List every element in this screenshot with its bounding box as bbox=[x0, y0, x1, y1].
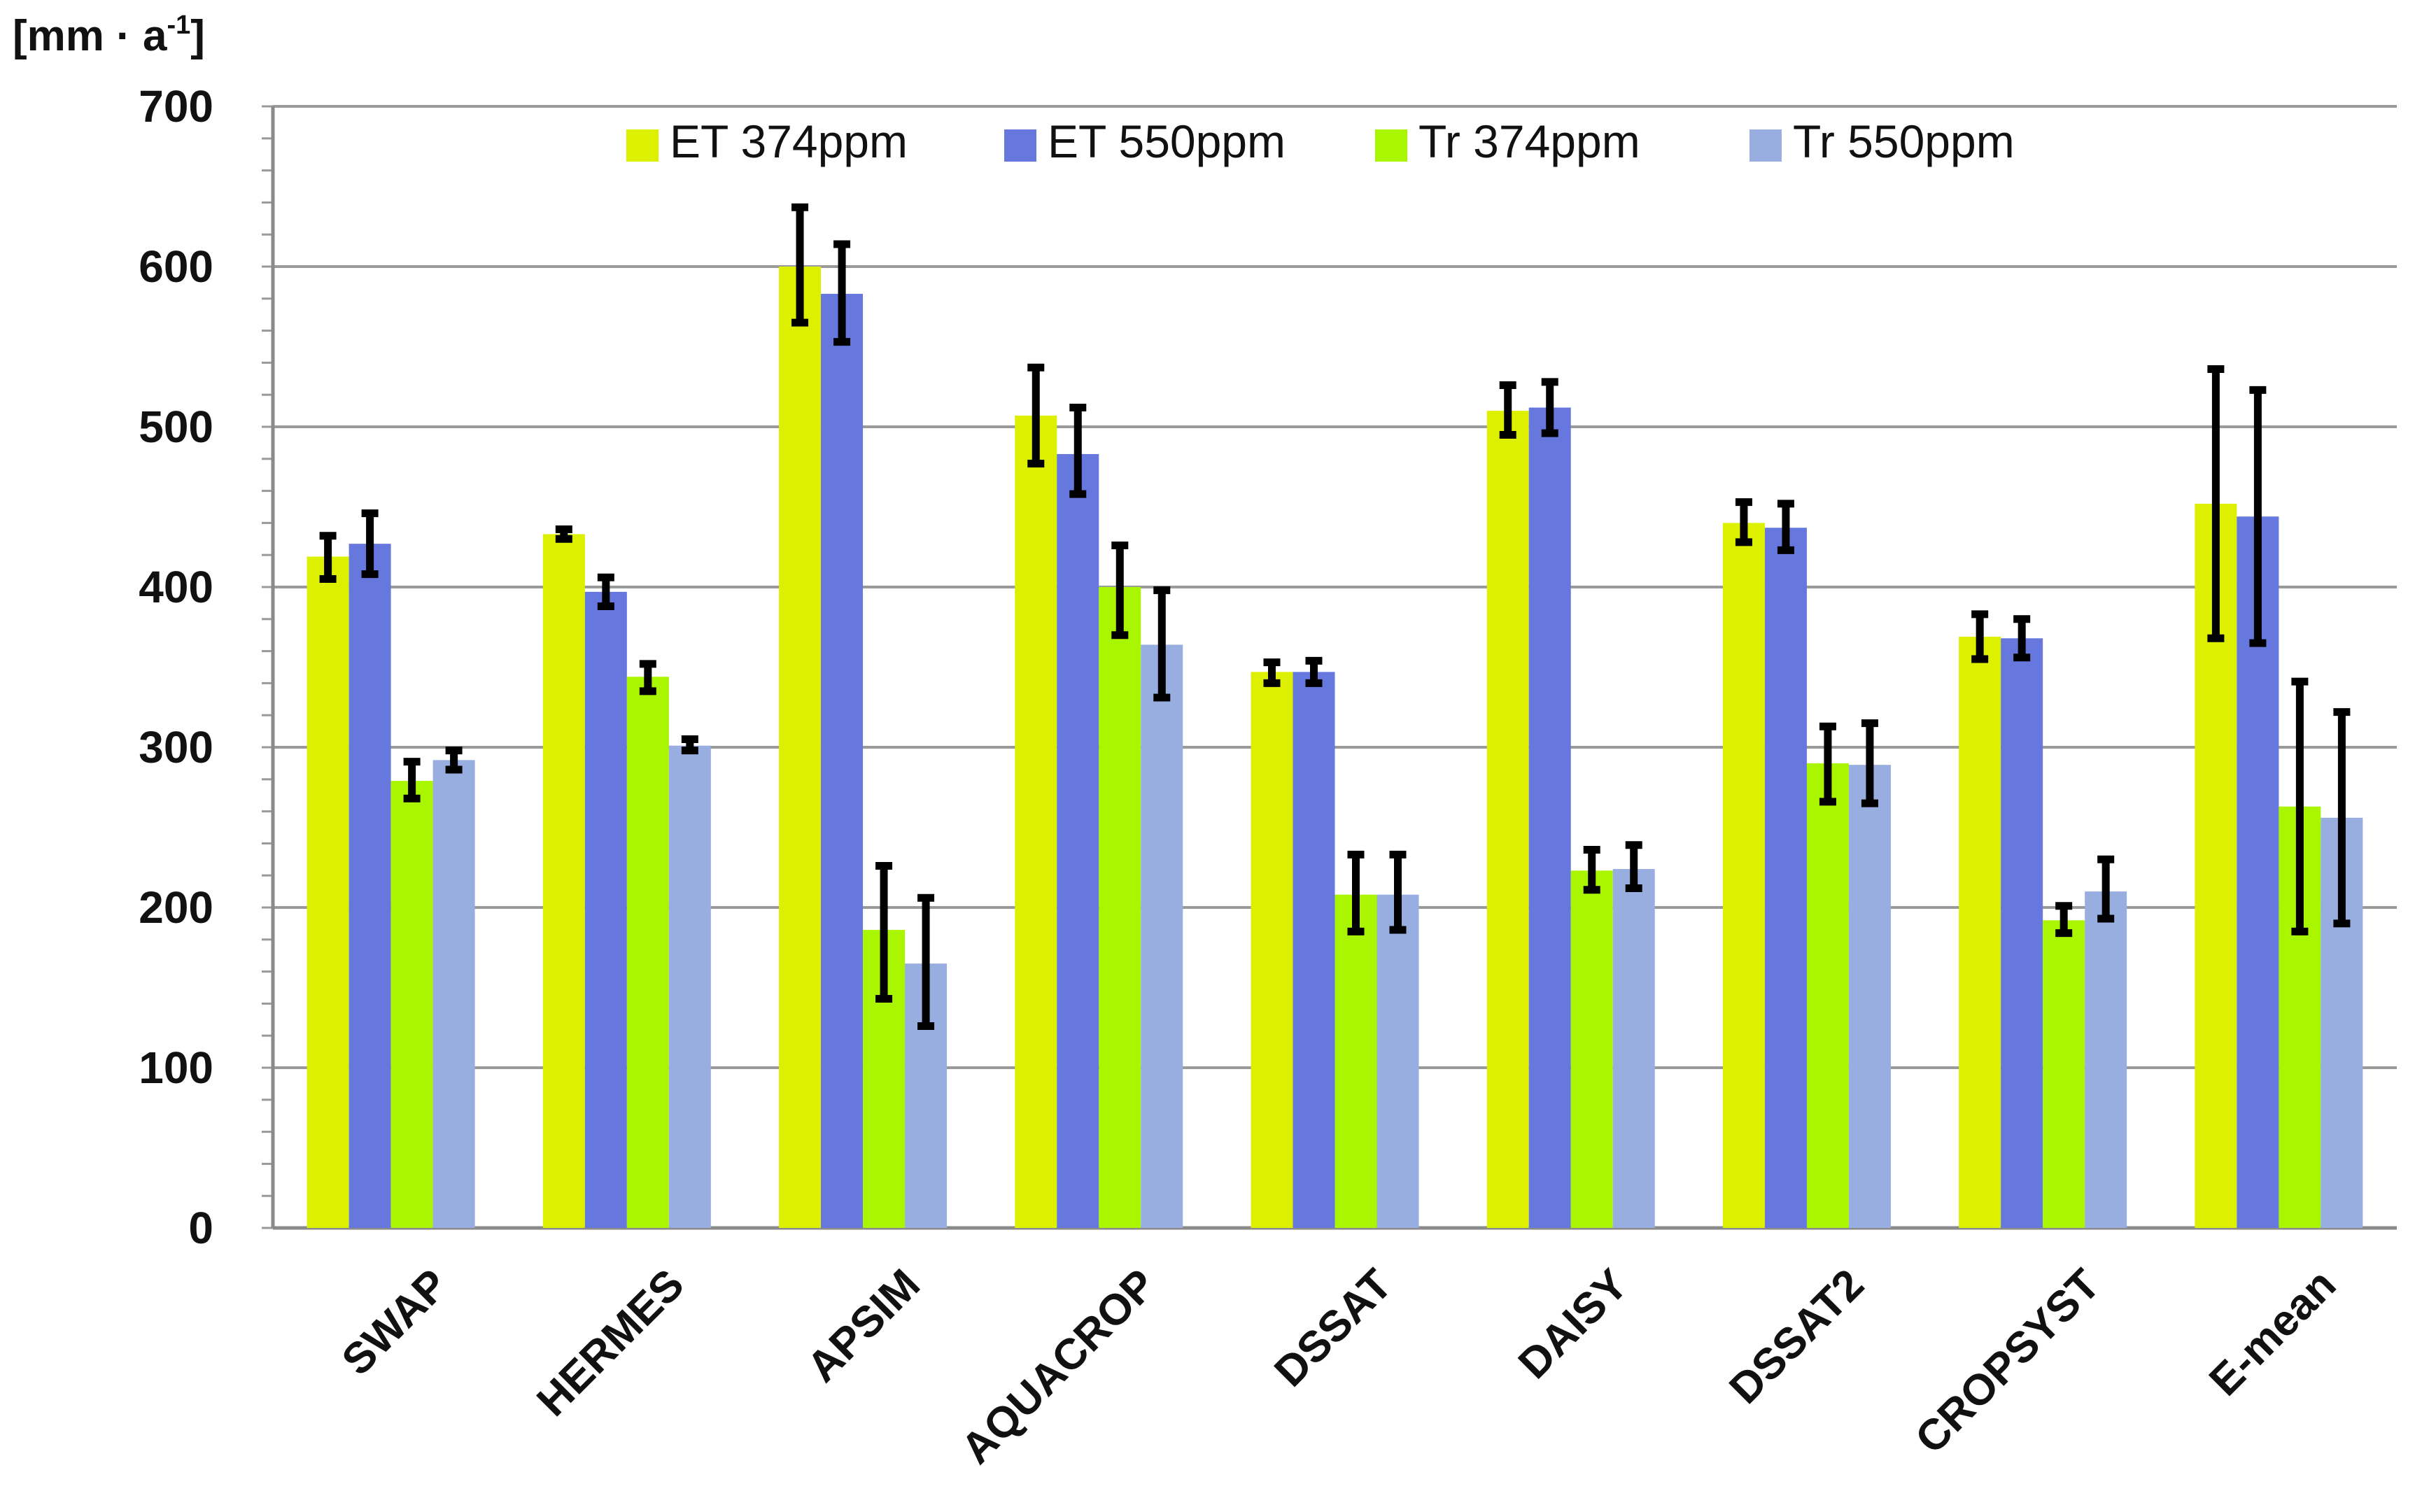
x-tick-label: APSIM bbox=[798, 1260, 929, 1392]
legend-swatch bbox=[626, 129, 659, 162]
y-tick-label: 100 bbox=[139, 1043, 213, 1093]
bar bbox=[1848, 765, 1891, 1228]
error-bars bbox=[319, 203, 2351, 1030]
bar bbox=[1570, 870, 1613, 1228]
bar bbox=[307, 556, 349, 1228]
y-axis-unit-label: [mm · a-1] bbox=[13, 10, 205, 60]
bar bbox=[432, 760, 475, 1228]
y-axis: 0 100 200 300 400 500 600 700 bbox=[139, 81, 213, 1253]
bar bbox=[1612, 869, 1655, 1228]
y-tick-label: 300 bbox=[139, 722, 213, 772]
x-tick-label: CROPSYST bbox=[1906, 1260, 2109, 1463]
y-tick-label: 600 bbox=[139, 241, 213, 292]
x-tick-label: E-mean bbox=[2200, 1260, 2345, 1405]
bar bbox=[1251, 672, 1293, 1228]
bar bbox=[626, 677, 669, 1228]
y-tick-label: 0 bbox=[188, 1203, 213, 1253]
bar bbox=[1057, 453, 1099, 1229]
legend: ET 374ppm ET 550ppm Tr 374ppm Tr 550ppm bbox=[626, 115, 2015, 167]
x-tick-label: DSSAT2 bbox=[1720, 1260, 1873, 1413]
legend-swatch bbox=[1004, 129, 1036, 162]
bars bbox=[307, 267, 2363, 1229]
legend-label: ET 550ppm bbox=[1048, 115, 1286, 167]
bar bbox=[542, 534, 585, 1228]
legend-swatch bbox=[1749, 129, 1782, 162]
bar bbox=[1528, 407, 1571, 1228]
bar bbox=[584, 591, 627, 1228]
x-tick-label: SWAP bbox=[333, 1260, 458, 1385]
y-tick-label: 500 bbox=[139, 402, 213, 452]
bar bbox=[1764, 528, 1807, 1228]
bar bbox=[2085, 891, 2127, 1228]
bar bbox=[2001, 638, 2043, 1228]
legend-swatch bbox=[1375, 129, 1407, 162]
bar bbox=[668, 745, 711, 1228]
bar bbox=[2043, 920, 2085, 1228]
bar bbox=[1486, 411, 1529, 1228]
y-tick-label: 400 bbox=[139, 562, 213, 612]
x-tick-label: AQUACROP bbox=[952, 1260, 1166, 1474]
legend-label: ET 374ppm bbox=[670, 115, 908, 167]
x-tick-label: DSSAT bbox=[1265, 1260, 1401, 1396]
x-tick-label: HERMES bbox=[528, 1260, 693, 1425]
y-axis-unit-suffix: ] bbox=[190, 12, 205, 60]
bar bbox=[348, 544, 391, 1228]
bar bbox=[779, 267, 822, 1228]
bar bbox=[1141, 644, 1183, 1228]
bar bbox=[390, 781, 433, 1228]
bar bbox=[821, 293, 864, 1229]
bar bbox=[1959, 636, 2001, 1228]
bar bbox=[1806, 763, 1849, 1228]
y-axis-unit-prefix: [mm · a bbox=[13, 12, 167, 60]
legend-label: Tr 374ppm bbox=[1418, 115, 1640, 167]
bar bbox=[1099, 587, 1141, 1228]
x-axis: SWAP HERMES APSIM AQUACROP DSSAT DAISY DSSAT2 C… bbox=[333, 1260, 2346, 1474]
x-tick-label: DAISY bbox=[1509, 1260, 1638, 1388]
bar bbox=[1015, 415, 1057, 1228]
bar bbox=[1293, 672, 1335, 1228]
legend-label: Tr 550ppm bbox=[1793, 115, 2015, 167]
y-tick-label: 200 bbox=[139, 882, 213, 933]
bar bbox=[1335, 894, 1377, 1228]
y-axis-unit-exponent: -1 bbox=[167, 10, 190, 40]
bar bbox=[1722, 523, 1765, 1228]
y-tick-label: 700 bbox=[139, 81, 213, 132]
bar bbox=[1377, 894, 1419, 1228]
